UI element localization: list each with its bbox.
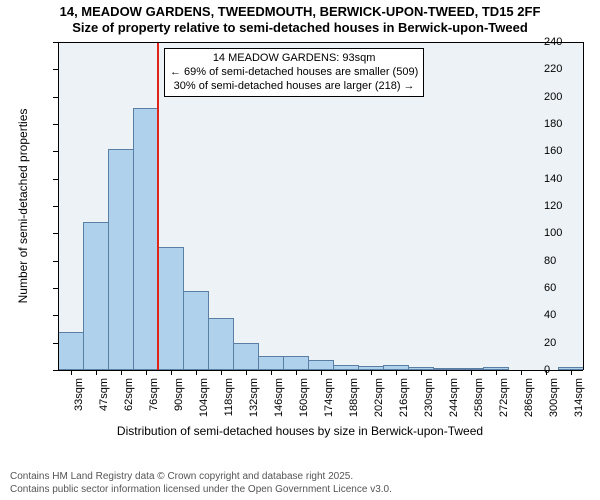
y-tick-label: 20 — [544, 337, 596, 349]
histogram-bar — [258, 356, 284, 370]
y-tick-label: 200 — [544, 91, 596, 103]
x-tick-label: 90sqm — [173, 378, 185, 428]
reference-line — [157, 42, 159, 370]
x-tick-label: 104sqm — [198, 378, 210, 428]
axis-line — [583, 42, 584, 370]
x-tick-label: 272sqm — [498, 378, 510, 428]
x-tick-label: 33sqm — [73, 378, 85, 428]
x-tick-label: 174sqm — [323, 378, 335, 428]
annotation-line-1: 14 MEADOW GARDENS: 93sqm — [170, 52, 418, 66]
footer-line-1: Contains HM Land Registry data © Crown c… — [10, 471, 353, 482]
axis-line — [58, 42, 59, 370]
histogram-bar — [133, 108, 159, 370]
y-tick-label: 220 — [544, 63, 596, 75]
annotation-box: 14 MEADOW GARDENS: 93sqm ← 69% of semi-d… — [164, 48, 424, 97]
x-tick-label: 146sqm — [273, 378, 285, 428]
annotation-line-3: 30% of semi-detached houses are larger (… — [170, 80, 418, 94]
histogram-bar — [233, 343, 259, 370]
histogram-bar — [308, 360, 334, 370]
x-tick-label: 216sqm — [398, 378, 410, 428]
x-tick-label: 118sqm — [223, 378, 235, 428]
y-tick-label: 60 — [544, 282, 596, 294]
x-tick-label: 258sqm — [473, 378, 485, 428]
x-tick-label: 76sqm — [148, 378, 160, 428]
x-tick-label: 47sqm — [98, 378, 110, 428]
annotation-line-2: ← 69% of semi-detached houses are smalle… — [170, 66, 418, 80]
histogram-bar — [183, 291, 209, 370]
x-tick-label: 132sqm — [248, 378, 260, 428]
y-tick-label: 120 — [544, 200, 596, 212]
histogram-bar — [108, 149, 134, 370]
x-tick-label: 300sqm — [548, 378, 560, 428]
title-line-2: Size of property relative to semi-detach… — [0, 20, 600, 35]
axis-line — [58, 42, 583, 43]
histogram-bar — [208, 318, 234, 370]
histogram-plot: 14 MEADOW GARDENS: 93sqm ← 69% of semi-d… — [58, 42, 583, 370]
histogram-bar — [58, 332, 84, 370]
x-tick-label: 286sqm — [523, 378, 535, 428]
histogram-bar — [283, 356, 309, 370]
y-tick-label: 80 — [544, 255, 596, 267]
x-tick-label: 160sqm — [298, 378, 310, 428]
x-tick-label: 244sqm — [448, 378, 460, 428]
x-tick-label: 230sqm — [423, 378, 435, 428]
x-tick-label: 188sqm — [348, 378, 360, 428]
histogram-bar — [158, 247, 184, 370]
axis-line — [58, 370, 583, 371]
histogram-bar — [83, 222, 109, 370]
x-tick-label: 314sqm — [573, 378, 585, 428]
title-line-1: 14, MEADOW GARDENS, TWEEDMOUTH, BERWICK-… — [0, 4, 600, 19]
y-tick-label: 100 — [544, 227, 596, 239]
x-tick-label: 62sqm — [123, 378, 135, 428]
y-tick-label: 140 — [544, 173, 596, 185]
y-tick-label: 40 — [544, 309, 596, 321]
y-tick-label: 160 — [544, 145, 596, 157]
x-tick-label: 202sqm — [373, 378, 385, 428]
y-tick-label: 180 — [544, 118, 596, 130]
footer-line-2: Contains public sector information licen… — [10, 484, 392, 495]
y-axis-label: Number of semi-detached properties — [16, 109, 30, 304]
